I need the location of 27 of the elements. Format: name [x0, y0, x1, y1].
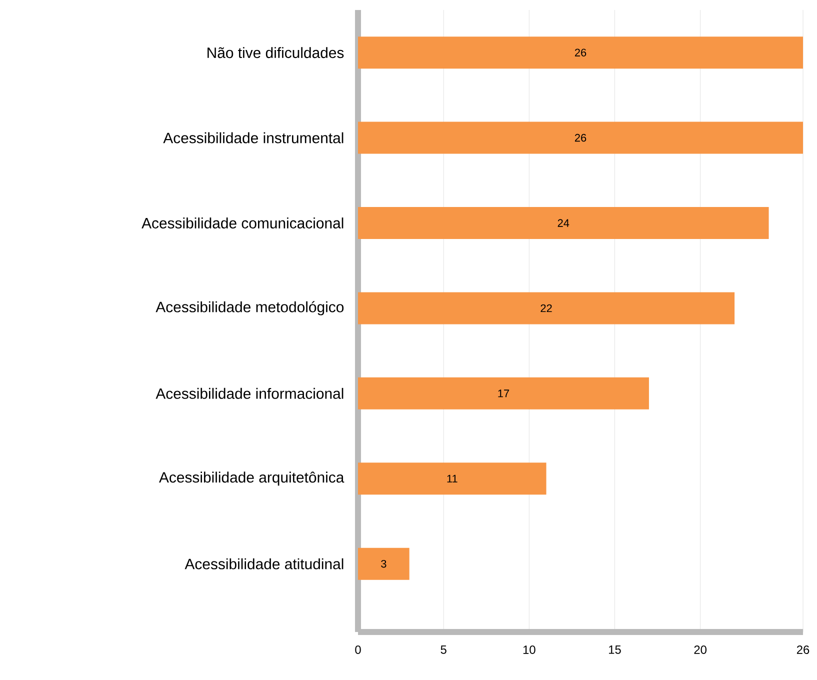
x-tick-label: 15 [608, 646, 621, 654]
data-label: 26 [574, 48, 586, 56]
y-tick-label: Acessibilidade metodológico [156, 301, 344, 316]
bar [358, 462, 546, 495]
bar [358, 292, 735, 324]
data-label: 26 [574, 134, 586, 142]
y-tick-label: Acessibilidade arquitetônica [159, 472, 344, 486]
bar [358, 548, 410, 580]
bar [358, 36, 804, 69]
x-tick-label: 26 [796, 646, 810, 654]
data-label: 11 [447, 474, 458, 482]
data-label: 22 [540, 304, 552, 312]
y-tick-label: Acessibilidade atitudinal [184, 558, 344, 570]
x-tick-label: 10 [523, 646, 536, 654]
bar [358, 122, 804, 154]
x-tick-label: 5 [440, 646, 446, 654]
data-label: 24 [558, 219, 570, 227]
bar [358, 207, 769, 239]
x-tick-label: 20 [694, 646, 706, 654]
y-tick-label: Acessibilidade comunicacional [142, 218, 344, 228]
data-label: 3 [381, 560, 386, 568]
x-tick-label: 0 [355, 646, 361, 654]
y-tick-label: Não tive dificuldades [208, 47, 344, 58]
data-label: 17 [498, 390, 510, 398]
y-tick-label: Acessibilidade instrumental [163, 132, 344, 144]
bar [358, 377, 649, 410]
y-tick-label: Acessibilidade informacional [156, 388, 344, 399]
